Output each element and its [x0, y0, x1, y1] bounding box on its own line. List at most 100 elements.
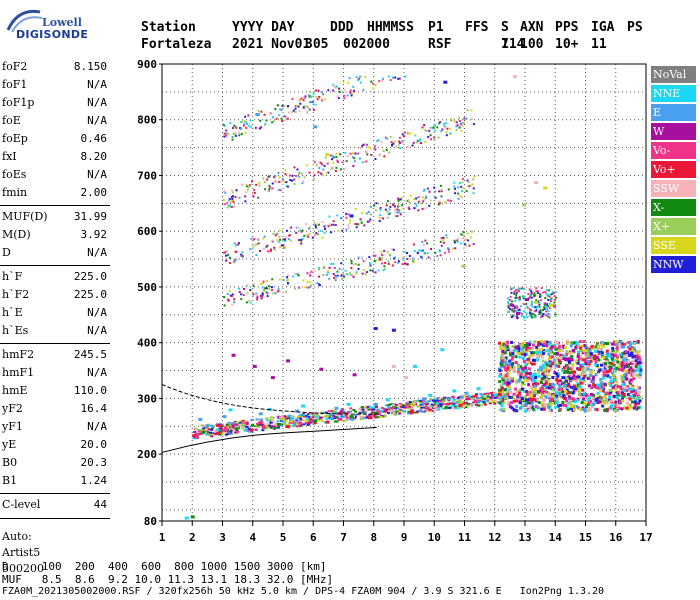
echo-point	[407, 132, 410, 135]
echo-point	[447, 247, 450, 250]
echo-point	[449, 127, 452, 130]
echo-point	[425, 399, 429, 402]
echo-point	[310, 96, 313, 99]
echo-point	[571, 364, 575, 368]
echo-point	[341, 408, 345, 411]
param-name: B1	[2, 474, 18, 487]
echo-point	[627, 368, 631, 372]
echo-point	[284, 238, 287, 241]
echo-point	[435, 404, 439, 407]
echo-point	[548, 289, 551, 292]
echo-point	[280, 415, 284, 418]
echo-point	[346, 154, 349, 157]
echo-point	[438, 397, 442, 400]
echo-point	[531, 374, 535, 378]
echo-point	[460, 129, 463, 132]
echo-point	[589, 399, 593, 403]
echo-point	[610, 371, 614, 375]
echo-point	[634, 365, 638, 369]
echo-point	[276, 104, 279, 107]
echo-point	[336, 95, 339, 98]
header-label: DDD	[330, 20, 354, 35]
echo-point	[232, 428, 236, 431]
echo-point	[509, 353, 513, 357]
echo-point	[399, 408, 403, 411]
echo-point	[286, 278, 289, 281]
echo-point	[327, 89, 330, 92]
echo-point	[300, 242, 303, 245]
param-name: foF2	[2, 60, 28, 73]
echo-point	[296, 272, 299, 275]
echo-point	[542, 312, 545, 315]
echo-point	[208, 433, 212, 436]
echo-point	[438, 190, 441, 193]
echo-point	[423, 198, 426, 201]
echo-point	[395, 145, 398, 148]
echo-point	[233, 301, 236, 304]
echo-point	[515, 399, 519, 403]
echo-point	[437, 203, 440, 206]
echo-point	[284, 240, 287, 243]
echo-point	[525, 376, 529, 380]
echo-point	[230, 189, 233, 192]
echo-point	[238, 131, 241, 134]
echo-point	[544, 305, 547, 308]
echo-point	[519, 343, 523, 347]
echo-point	[630, 373, 634, 377]
echo-point	[240, 132, 243, 135]
echo-point	[565, 405, 569, 409]
echo-point	[535, 287, 538, 290]
echo-point	[319, 416, 323, 419]
param-value: N/A	[87, 96, 107, 109]
echo-point	[612, 394, 616, 398]
echo-point	[227, 204, 230, 207]
echo-point	[570, 358, 574, 362]
echo-point	[440, 401, 444, 404]
echo-point	[451, 407, 455, 410]
header-label: IGA	[591, 20, 615, 35]
echo-point	[283, 419, 287, 423]
echo-point	[538, 301, 541, 304]
echo-point	[461, 124, 464, 127]
param-name: h`F2	[2, 288, 30, 301]
echo-point	[367, 145, 370, 148]
echo-point	[309, 412, 313, 415]
param-row: yF1 N/A	[2, 420, 107, 436]
echo-point	[381, 216, 384, 219]
echo-point	[459, 195, 462, 198]
echo-point	[557, 345, 561, 349]
echo-point	[257, 423, 261, 426]
legend-item: X-	[651, 199, 696, 216]
echo-point	[481, 394, 485, 397]
echo-point	[271, 121, 274, 124]
echo-point	[414, 202, 417, 205]
echo-point	[547, 392, 551, 396]
echo-point	[520, 387, 524, 391]
echo-point	[397, 204, 400, 207]
echo-point	[541, 372, 545, 376]
echo-point	[622, 406, 626, 410]
echo-point	[541, 363, 545, 367]
echo-point	[605, 352, 609, 356]
echo-point	[517, 345, 521, 349]
echo-point	[267, 285, 270, 288]
echo-point	[595, 386, 599, 390]
echo-point	[620, 374, 624, 378]
echo-point	[288, 418, 292, 421]
echo-point	[504, 393, 508, 397]
echo-point	[621, 392, 626, 396]
echo-point	[523, 366, 527, 370]
echo-point	[319, 229, 322, 232]
echo-point	[266, 422, 270, 425]
echo-point	[234, 196, 237, 199]
echo-point	[501, 378, 505, 382]
echo-point	[575, 342, 579, 346]
echo-point	[319, 367, 324, 371]
echo-point	[303, 176, 306, 179]
echo-point	[210, 428, 214, 431]
echo-point	[604, 398, 608, 402]
echo-point	[331, 154, 334, 157]
echo-point	[283, 105, 286, 108]
echo-point	[351, 92, 354, 95]
echo-point	[620, 391, 624, 395]
